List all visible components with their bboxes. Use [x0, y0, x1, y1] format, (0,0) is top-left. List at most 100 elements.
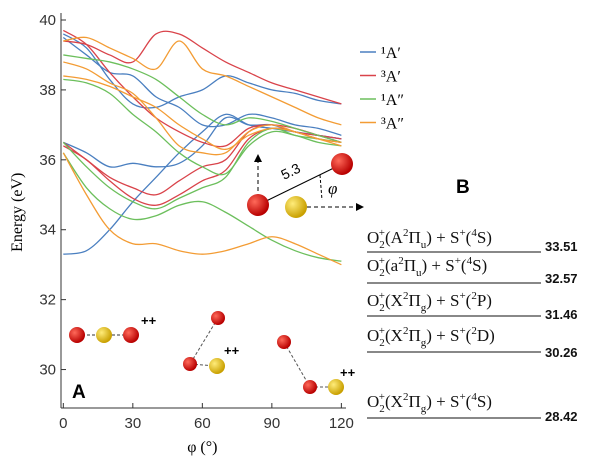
level-label-part: P) — [477, 291, 492, 310]
y-tick-label: 34 — [39, 222, 56, 239]
distance-label: 5.3 — [278, 160, 303, 183]
level-label-part: 2 — [403, 227, 409, 239]
y-tick-label: 32 — [39, 292, 56, 309]
level-label-part: + — [459, 391, 465, 403]
curve — [63, 75, 342, 150]
level-value: 32.57 — [545, 271, 578, 286]
x-tick-label: 120 — [329, 415, 354, 432]
level-value: 31.46 — [545, 307, 578, 322]
curve — [63, 78, 342, 176]
level-label-part: + — [379, 290, 385, 302]
level-label-part: ) + S — [426, 228, 459, 247]
y-axis-label: Energy (eV) — [9, 173, 26, 252]
level-label-part: + — [379, 325, 385, 337]
curve — [63, 61, 342, 156]
level-label: O2+(X2Πg) + S+(2D) — [367, 325, 495, 349]
level-label-part: + — [379, 227, 385, 239]
level-label-part: ( — [466, 392, 472, 411]
y-tick-label: 36 — [39, 152, 56, 169]
y-tick-label: 30 — [39, 362, 56, 379]
level-label-part: Π — [408, 392, 420, 411]
charge-label: ++ — [224, 343, 240, 358]
level-label-part: O — [367, 392, 379, 411]
level-label-part: Π — [408, 291, 420, 310]
level-label-part: 2 — [379, 302, 385, 314]
curve — [62, 152, 342, 262]
level-label-part: + — [459, 290, 465, 302]
x-axis-label: φ (°) — [187, 439, 217, 456]
curve — [62, 127, 342, 210]
level-label-part: ( — [466, 228, 472, 247]
level-label: O2+(X2Πg) + S+(4S) — [367, 391, 492, 415]
panel-label: B — [456, 177, 470, 198]
level-label-part: S) — [477, 392, 492, 411]
level-label-part: O — [367, 326, 379, 345]
angle-label: φ — [328, 179, 337, 198]
level-label-part: ( — [466, 326, 472, 345]
level-label-part: Π — [408, 326, 420, 345]
level-label-part: O — [367, 228, 379, 247]
level-label-part: Π — [404, 256, 416, 275]
curve — [62, 36, 342, 136]
legend-label: ³A′ — [381, 69, 401, 86]
level-value: 30.26 — [545, 345, 578, 360]
level-label-part: g — [421, 302, 427, 314]
level-label-part: 2 — [471, 325, 477, 337]
level-label-part: D) — [477, 326, 495, 345]
level-label: O2+(X2Πg) + S+(2P) — [367, 290, 492, 314]
level-label-part: + — [379, 255, 385, 267]
y-tick-label: 40 — [39, 12, 56, 29]
level-label-part: g — [421, 403, 427, 415]
x-tick-label: 30 — [124, 415, 141, 432]
level-label-part: S) — [472, 256, 487, 275]
level-label-part: ) + S — [422, 256, 455, 275]
level-value: 28.42 — [545, 409, 578, 424]
charge-label: ++ — [141, 313, 157, 328]
y-tick-label: 38 — [39, 82, 56, 99]
level-label-part: O — [367, 256, 379, 275]
legend-label: ¹A″ — [381, 92, 404, 109]
level-label-part: 4 — [471, 227, 477, 239]
level-label-part: 2 — [471, 290, 477, 302]
curve — [62, 33, 342, 109]
level-label-part: (X — [385, 291, 403, 310]
panel-label: A — [72, 382, 86, 403]
level-label-part: 2 — [403, 325, 409, 337]
level-label-part: ) + S — [426, 291, 459, 310]
level-label: O2+(a2Πu) + S+(4S) — [367, 255, 487, 279]
level-label-part: 2 — [403, 290, 409, 302]
level-label-part: ) + S — [426, 392, 459, 411]
level-label-part: ) + S — [426, 326, 459, 345]
level-label-part: 4 — [471, 391, 477, 403]
level-label-part: + — [455, 255, 461, 267]
x-tick-label: 0 — [59, 415, 67, 432]
legend-label: ¹A′ — [381, 45, 401, 62]
level-label-part: 2 — [379, 267, 385, 279]
x-tick-label: 60 — [194, 415, 211, 432]
level-label-part: 2 — [398, 255, 404, 267]
level-label-part: g — [421, 337, 427, 349]
level-label: O2+(A2Πu) + S+(4S) — [367, 227, 492, 251]
level-label-part: 4 — [467, 255, 473, 267]
level-label-part: (A — [385, 228, 404, 247]
molecule-drawings — [69, 153, 364, 395]
level-label-part: (X — [385, 326, 403, 345]
level-label-part: + — [459, 325, 465, 337]
level-label-part: 2 — [379, 239, 385, 251]
level-label-part: u — [421, 239, 427, 251]
curve — [63, 36, 342, 126]
curve — [63, 30, 342, 105]
level-label-part: (X — [385, 392, 403, 411]
level-label-part: Π — [408, 228, 420, 247]
charge-label: ++ — [340, 365, 356, 380]
level-label-part: O — [367, 291, 379, 310]
level-label-part: + — [459, 227, 465, 239]
level-label-part: ( — [461, 256, 467, 275]
level-label-part: + — [379, 391, 385, 403]
level-label-part: (a — [385, 256, 399, 275]
level-value: 33.51 — [545, 239, 578, 254]
x-tick-label: 90 — [264, 415, 281, 432]
level-label-part: u — [416, 267, 422, 279]
level-label-part: 2 — [403, 391, 409, 403]
